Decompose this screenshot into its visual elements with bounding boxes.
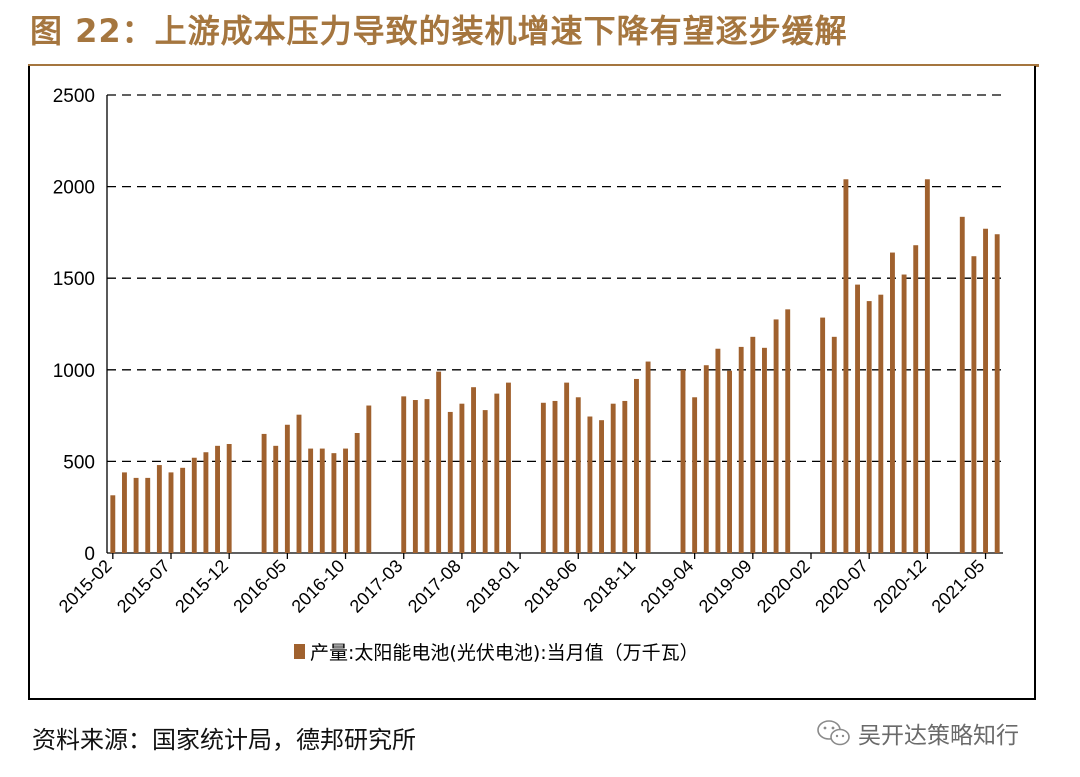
bar: [959, 216, 965, 553]
bar: [738, 346, 744, 553]
bar: [145, 477, 151, 553]
bar: [680, 369, 686, 553]
x-tick-label: 2020-12: [869, 556, 930, 617]
bar: [866, 301, 872, 553]
y-tick-label: 1000: [53, 361, 95, 382]
x-tick-label: 2015-07: [113, 556, 174, 617]
x-tick-label: 2018-06: [520, 556, 581, 617]
bar: [924, 179, 930, 553]
bar: [424, 399, 430, 553]
bar: [471, 387, 476, 553]
bar: [215, 445, 220, 553]
bar: [540, 402, 546, 553]
watermark: 吴开达策略知行: [816, 716, 1019, 750]
bar: [890, 252, 895, 553]
bar: [692, 397, 698, 553]
bar: [494, 393, 500, 553]
y-tick-label: 2000: [53, 178, 95, 199]
x-tick-label: 2015-12: [171, 556, 232, 617]
bar: [506, 382, 511, 553]
y-tick-label: 2500: [53, 86, 95, 107]
bar: [273, 445, 279, 553]
bar: [855, 284, 860, 553]
bar: [226, 443, 232, 553]
x-tick-label: 2018-01: [462, 556, 523, 617]
bar: [319, 448, 325, 553]
bar: [645, 361, 651, 553]
wechat-icon: [817, 720, 850, 746]
bar: [610, 403, 616, 553]
bar: [180, 467, 186, 553]
title-rule: [28, 64, 1039, 67]
x-tick-label: 2019-04: [637, 556, 698, 617]
bar: [482, 410, 488, 553]
bar: [133, 477, 139, 553]
x-tick-label: 2019-09: [695, 556, 756, 617]
bar: [901, 274, 907, 553]
bar: [122, 472, 127, 553]
figure-title: 图 22：上游成本压力导致的装机增速下降有望逐步缓解: [30, 12, 848, 50]
source-note: 资料来源：国家统计局，德邦研究所: [32, 726, 416, 754]
legend-label: 产量:太阳能电池(光伏电池):当月值（万千瓦）: [310, 642, 699, 664]
x-tick-label: 2017-08: [404, 556, 465, 617]
bar: [156, 465, 162, 553]
bar: [820, 317, 826, 553]
bar: [343, 448, 348, 553]
x-tick-label: 2020-02: [753, 556, 814, 617]
bar: [913, 245, 919, 553]
bar: [168, 472, 174, 553]
bar: [401, 396, 407, 553]
bar: [366, 405, 372, 553]
bar: [552, 400, 558, 553]
y-tick-label: 1500: [53, 269, 95, 290]
x-tick-label: 2020-07: [811, 556, 872, 617]
bar: [284, 424, 290, 553]
bar: [727, 370, 732, 553]
x-tick-label: 2016-10: [288, 556, 349, 617]
bar: [983, 228, 988, 553]
bar: [447, 411, 453, 553]
bar: [622, 400, 628, 553]
bar: [261, 433, 267, 553]
bar: [994, 234, 1000, 553]
x-tick-label: 2016-05: [229, 556, 290, 617]
bar: [459, 403, 465, 553]
bar: [878, 294, 884, 553]
bar: [773, 319, 779, 553]
bar: [412, 400, 418, 553]
x-tick-label: 2021-05: [928, 556, 989, 617]
bar: [599, 420, 604, 553]
bar: [110, 495, 116, 553]
legend-swatch: [294, 644, 305, 659]
bar: [785, 309, 791, 553]
bar: [843, 179, 849, 553]
bar: [762, 347, 767, 553]
bar: [971, 256, 977, 553]
bar: [191, 457, 197, 553]
x-tick-label: 2018-11: [579, 556, 639, 616]
chart-frame: 0 500 1000 1500 2000 2500 2015-02 2015-07 2015-1…: [28, 66, 1036, 700]
bar: [575, 397, 581, 553]
bar: [564, 382, 570, 553]
bar: [750, 336, 756, 553]
y-tick-label: 500: [63, 452, 95, 473]
x-tick-label: 2017-03: [346, 556, 407, 617]
bar: [296, 414, 302, 553]
bar: [831, 336, 837, 553]
y-tick-label: 0: [84, 544, 95, 565]
bar: [703, 365, 709, 553]
bar: [203, 452, 209, 553]
bar: [331, 453, 337, 553]
watermark-text: 吴开达策略知行: [858, 723, 1019, 749]
bar-chart: 050010001500200025002015-022015-072015-1…: [53, 86, 1003, 664]
bar: [634, 378, 639, 553]
bar: [436, 371, 442, 553]
bar: [308, 448, 314, 553]
bar: [715, 348, 721, 553]
bar: [354, 433, 360, 553]
bar: [587, 416, 593, 553]
